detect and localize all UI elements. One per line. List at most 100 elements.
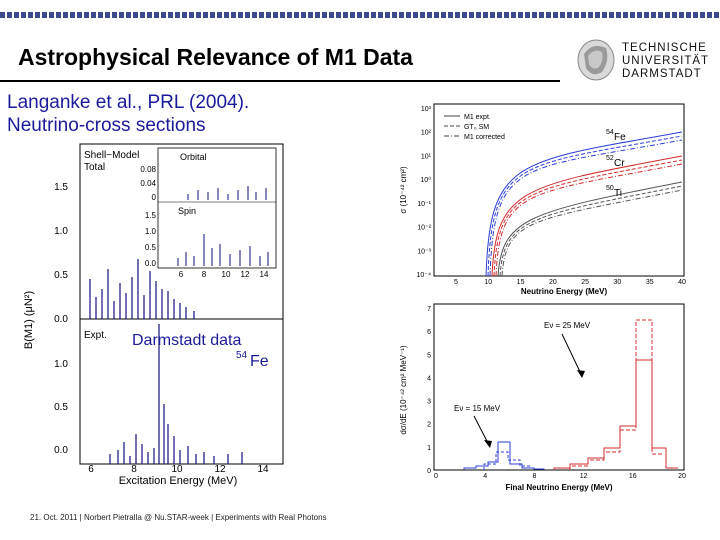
university-logo: [577, 39, 615, 81]
citation-line2: Neutrino-cross sections: [7, 115, 206, 136]
arrow-high: [561, 333, 583, 377]
cr-curve: [491, 155, 683, 277]
header-stripe: [0, 12, 720, 18]
sigma-xtick: 20: [549, 279, 557, 286]
legend-item: M1 expt.: [464, 114, 491, 121]
sigma-xtick: 30: [614, 279, 622, 286]
cr-curve: [495, 163, 683, 277]
spec-ytick: 5: [427, 352, 431, 359]
inset-xtick: 8: [202, 270, 207, 279]
fe54-superscript: 54: [236, 350, 248, 361]
bm1-ytick: 0.0: [54, 314, 68, 325]
bm1-top-label2: Total: [84, 162, 105, 173]
spec-xtick: 8: [532, 473, 536, 480]
inset-tick: 1.5: [145, 211, 157, 220]
sigma-ytick: 10⁻¹: [417, 201, 431, 208]
spec-xtick: 16: [629, 473, 637, 480]
bm1-xtick: 6: [88, 464, 94, 475]
spec-xtick: 4: [483, 473, 487, 480]
bm1-xtick: 14: [257, 464, 269, 475]
annot-low: Eν = 15 MeV: [454, 404, 501, 413]
sigma-xtick: 40: [678, 279, 686, 286]
spec-xtick: 20: [678, 473, 686, 480]
sigma-xlabel: Neutrino Energy (MeV): [521, 287, 608, 296]
cross-section-figure: σ (10⁻⁴² cm²) Neutrino Energy (MeV) M1 e…: [399, 103, 686, 296]
inset-xtick: 10: [222, 270, 231, 279]
fe-curve: [485, 131, 683, 277]
bm1-strength-lines: [89, 186, 269, 464]
cr-curve: [493, 159, 683, 277]
spec-ytick: 6: [427, 329, 431, 336]
spec-xtick: 12: [580, 473, 588, 480]
logo-line: DARMSTADT: [622, 68, 702, 80]
arrow-low: [473, 415, 490, 446]
fe-sup: 54: [606, 129, 614, 136]
spec-ytick: 4: [427, 375, 431, 382]
inset-tick: 1.0: [145, 227, 157, 236]
spec-ylabel: dσ/dE (10⁻⁴² cm² MeV⁻¹): [399, 345, 408, 435]
spec-xlabel: Final Neutrino Energy (MeV): [505, 483, 612, 492]
spec-ytick: 0: [427, 468, 431, 475]
sigma-ytick: 10⁻²: [417, 225, 431, 232]
spec-ytick: 1: [427, 445, 431, 452]
inset-spin-label: Spin: [178, 206, 196, 216]
bm1-xtick: 12: [214, 464, 226, 475]
bm1-bottom-label: Expt.: [84, 330, 107, 341]
cr-sup: 52: [606, 155, 614, 162]
sigma-xtick: 25: [581, 279, 589, 286]
citation-line1: Langanke et al., PRL (2004).: [7, 92, 250, 113]
sigma-legend: M1 expt. GT₀ SM M1 corrected: [444, 114, 505, 141]
legend-item: GT₀ SM: [464, 124, 489, 131]
bm1-ylabel: B(M1) (μN²): [23, 291, 35, 349]
bm1-ytick: 1.0: [54, 359, 68, 370]
bm1-ytick: 0.5: [54, 402, 68, 413]
ti-curve: [499, 185, 683, 277]
fe-curve: [489, 139, 683, 277]
citation: Langanke et al., PRL (2004). Neutrino-cr…: [7, 91, 249, 137]
sigma-ylabel: σ (10⁻⁴² cm²): [399, 166, 408, 214]
sigma-ytick: 10²: [421, 130, 432, 137]
arrowhead-icon: [577, 370, 585, 378]
sigma-xtick: 10: [484, 279, 492, 286]
darmstadt-data-label: Darmstadt data: [132, 332, 241, 349]
blue-histogram: [463, 441, 545, 470]
sigma-ytick: 10⁰: [420, 176, 431, 184]
sigma-curves: [485, 131, 683, 277]
slide-footer: 21. Oct. 2011 | Norbert Pietralla @ Nu.S…: [30, 513, 327, 522]
sigma-xtick: 35: [646, 279, 654, 286]
athena-emblem-icon: [577, 39, 615, 81]
cr-label: Cr: [614, 158, 625, 169]
inset-xtick: 6: [179, 270, 184, 279]
inset-xtick: 12: [241, 270, 250, 279]
spectrum-figure: dσ/dE (10⁻⁴² cm² MeV⁻¹) Final Neutrino E…: [399, 303, 686, 492]
sigma-xtick: 5: [454, 279, 458, 286]
spec-xtick: 0: [434, 473, 438, 480]
fe-curve: [487, 135, 683, 277]
inset-xtick: 14: [260, 270, 269, 279]
inset-tick: 0.5: [145, 243, 157, 252]
inset-tick: 0.04: [140, 179, 156, 188]
arrowhead-icon: [484, 440, 492, 448]
bm1-xtick: 8: [131, 464, 137, 475]
sigma-xtick: 15: [517, 279, 525, 286]
fe-label: Fe: [614, 132, 626, 143]
annot-high: Eν = 25 MeV: [544, 321, 591, 330]
spec-ytick: 2: [427, 422, 431, 429]
logo-line: TECHNISCHE: [622, 42, 707, 54]
fe54-label: Fe: [250, 353, 269, 370]
bm1-ytick: 0.0: [54, 445, 68, 456]
red-histogram-dashed: [569, 319, 664, 470]
bm1-xtick: 10: [171, 464, 183, 475]
inset-orbital-label: Orbital: [180, 152, 207, 162]
logo-line: UNIVERSITÄT: [622, 55, 710, 67]
spec-ytick: 3: [427, 399, 431, 406]
university-name: TECHNISCHE UNIVERSITÄT DARMSTADT: [622, 42, 709, 81]
bm1-figure: B(M1) (μN²) Excitation Energy (MeV) Shel…: [23, 143, 284, 487]
sigma-ytick: 10³: [421, 106, 432, 113]
sigma-ytick: 10⁻⁴: [417, 272, 432, 279]
ti-curve: [497, 181, 683, 277]
title-rule: [0, 80, 560, 82]
bm1-ytick: 1.0: [54, 226, 68, 237]
inset-tick: 0.0: [145, 259, 157, 268]
legend-item: M1 corrected: [464, 134, 505, 141]
